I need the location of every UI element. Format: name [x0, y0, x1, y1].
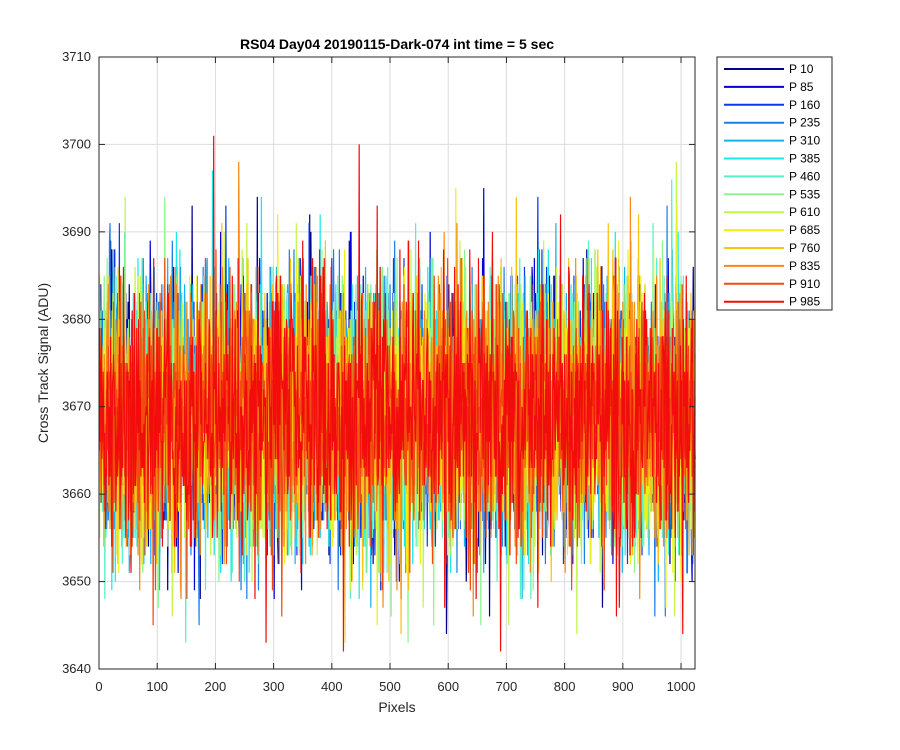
y-axis-label: Cross Track Signal (ADU) [35, 283, 51, 443]
legend-entry-label: P 835 [789, 259, 820, 273]
y-tick-label: 3700 [62, 136, 91, 151]
legend-entry-label: P 985 [789, 295, 820, 309]
y-tick-label: 3710 [62, 49, 91, 64]
series-line-p985 [98, 135, 696, 652]
x-tick-label: 0 [95, 679, 102, 694]
x-tick-label: 600 [437, 679, 459, 694]
y-tick-label: 3680 [62, 311, 91, 326]
legend-entry-label: P 610 [789, 205, 820, 219]
y-tick-label: 3650 [62, 574, 91, 589]
axes-box [98, 56, 696, 670]
y-tick-label: 3670 [62, 399, 91, 414]
legend-entry-label: P 160 [789, 98, 820, 112]
x-tick-label: 400 [321, 679, 343, 694]
x-tick-label: 700 [496, 679, 518, 694]
x-tick-label: 200 [205, 679, 227, 694]
x-tick-label: 900 [612, 679, 634, 694]
legend-entry-label: P 460 [789, 169, 820, 183]
legend-entry-label: P 535 [789, 187, 820, 201]
x-tick-label: 800 [554, 679, 576, 694]
x-tick-label: 300 [263, 679, 285, 694]
chart-title: RS04 Day04 20190115-Dark-074 int time = … [240, 36, 554, 52]
x-tick-label: 1000 [667, 679, 696, 694]
legend-entry-label: P 85 [789, 80, 814, 94]
legend-entry-label: P 310 [789, 134, 820, 148]
series-lines [98, 135, 696, 652]
legend-box [716, 56, 833, 311]
y-tick-label: 3660 [62, 486, 91, 501]
legend-entry-label: P 685 [789, 223, 820, 237]
legend-entry-label: P 910 [789, 277, 820, 291]
legend-entry-label: P 235 [789, 116, 820, 130]
legend-entry-label: P 10 [789, 62, 814, 76]
axes [98, 56, 696, 670]
x-tick-label: 100 [146, 679, 168, 694]
x-axis-label: Pixels [378, 699, 415, 715]
legend-entry-label: P 760 [789, 241, 820, 255]
y-tick-label: 3690 [62, 224, 91, 239]
legend-entry-label: P 385 [789, 152, 820, 166]
x-tick-label: 500 [379, 679, 401, 694]
tick-labels: 0 100 200 300 400 500 600 700 800 900 1000 3640 3650… [62, 49, 695, 694]
y-tick-label: 3640 [62, 661, 91, 676]
legend[interactable]: P 10 P 85 P 160 P 235 P 310 P 385 P 460 P 535 P … [716, 56, 833, 311]
